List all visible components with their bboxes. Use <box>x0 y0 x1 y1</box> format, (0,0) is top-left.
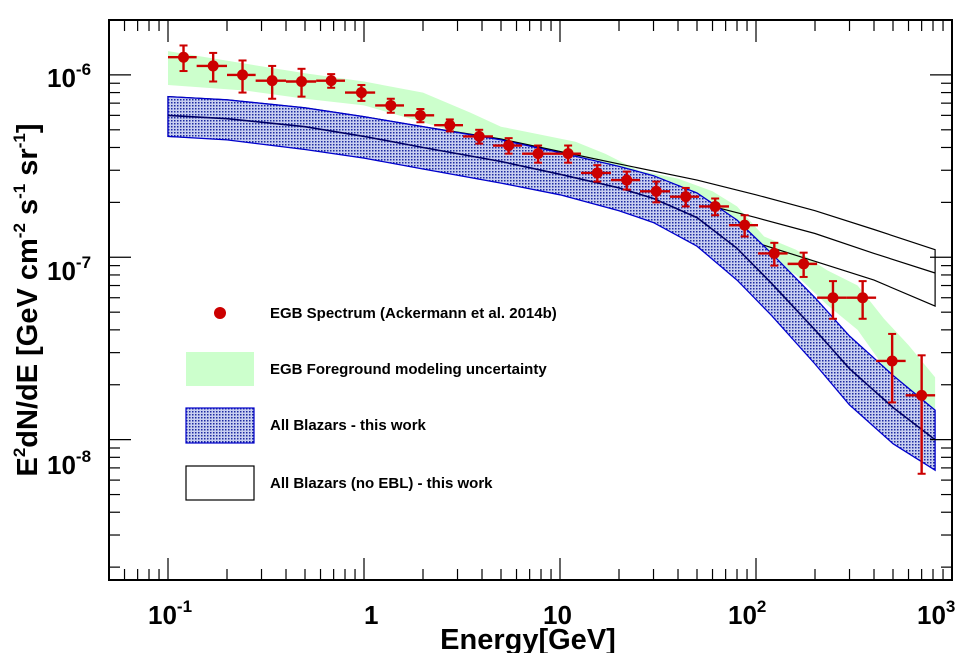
data-point-marker <box>857 292 869 304</box>
data-point-marker <box>621 174 633 186</box>
egb-data-point <box>286 67 317 98</box>
legend-entry-foreground-uncertainty: EGB Foreground modeling uncertainty <box>186 352 547 386</box>
legend-swatch-dotted-blue <box>185 407 255 444</box>
data-point-marker <box>680 191 692 203</box>
egb-data-point <box>255 64 287 100</box>
egb-data-point <box>581 164 611 183</box>
legend-label: EGB Foreground modeling uncertainty <box>270 361 547 378</box>
x-axis-tick-labels: 10-1 1 10 102 103 <box>148 597 955 630</box>
egb-data-point <box>463 128 493 145</box>
data-point-marker <box>414 109 426 121</box>
data-point-marker <box>798 258 810 270</box>
egb-data-point <box>728 214 759 238</box>
data-point-marker <box>178 51 190 63</box>
data-point-marker <box>886 355 898 367</box>
egb-data-point <box>316 73 346 89</box>
egb-data-point <box>669 186 700 208</box>
egb-data-point <box>434 118 464 133</box>
legend-swatch-outline <box>185 465 255 501</box>
plot-frame <box>108 19 953 581</box>
foreground-uncertainty-band <box>168 51 936 426</box>
y-axis-tick-labels: 10-6 10-7 10-8 <box>47 60 91 480</box>
x-tick-label: 10 <box>543 600 572 630</box>
egb-data-point <box>551 144 582 164</box>
data-point-marker <box>385 99 397 111</box>
data-point-marker <box>237 69 249 81</box>
y-tick-label: 10-6 <box>47 60 91 93</box>
egb-data-point <box>196 51 228 83</box>
blazar-band-center-line <box>167 114 936 441</box>
data-point-marker <box>650 185 662 197</box>
x-tick-label: 10-1 <box>148 597 192 630</box>
legend-label: EGB Spectrum (Ackermann et al. 2014b) <box>270 305 557 322</box>
egb-data-point <box>905 354 936 475</box>
egb-data-point <box>787 251 818 278</box>
data-point-marker <box>768 247 780 259</box>
egb-data-point <box>699 197 729 217</box>
egb-data-point <box>227 59 256 94</box>
data-point-marker <box>503 140 515 152</box>
y-tick-label: 10-8 <box>47 447 91 480</box>
egb-data-point <box>817 280 847 320</box>
legend-entry-all-blazars-no-ebl: All Blazars (no EBL) - this work <box>185 465 493 501</box>
data-point-marker <box>325 75 337 87</box>
data-point-marker <box>207 60 219 72</box>
blazar-band <box>167 95 936 472</box>
axis-ticks <box>108 19 953 580</box>
legend-label: All Blazars - this work <box>270 417 427 434</box>
bands-layer <box>167 51 936 472</box>
egb-data-point <box>375 97 405 114</box>
legend: EGB Spectrum (Ackermann et al. 2014b) EG… <box>185 305 557 501</box>
legend-entry-egb-spectrum: EGB Spectrum (Ackermann et al. 2014b) <box>214 305 557 322</box>
data-point-marker <box>355 87 367 99</box>
egb-data-point <box>168 44 197 73</box>
egb-data-point <box>846 280 877 320</box>
data-point-marker <box>444 119 456 131</box>
egb-data-point <box>758 241 788 267</box>
egb-data-point <box>640 180 670 204</box>
legend-label: All Blazars (no EBL) - this work <box>270 475 493 492</box>
data-point-marker <box>916 389 928 401</box>
data-point-marker <box>473 130 485 142</box>
legend-entry-all-blazars: All Blazars - this work <box>185 407 427 444</box>
egb-data-point <box>345 84 376 102</box>
data-point-marker <box>739 219 751 231</box>
legend-marker-circle <box>214 307 226 319</box>
data-point-marker <box>709 200 721 212</box>
data-point-marker <box>266 75 278 87</box>
egb-data-point <box>522 144 552 164</box>
egb-data-point <box>492 137 523 155</box>
data-point-marker <box>532 148 544 160</box>
egb-data-point <box>876 332 906 404</box>
data-point-marker <box>827 292 839 304</box>
y-axis-title: E2dN/dE [GeV cm-2 s-1 sr-1] <box>10 123 44 476</box>
egb-data-point <box>404 108 435 124</box>
egb-data-point <box>610 170 641 191</box>
x-tick-label: 1 <box>364 600 378 630</box>
x-axis-title: Energy[GeV] <box>440 624 616 653</box>
data-point-marker <box>591 167 603 179</box>
y-tick-label: 10-7 <box>47 253 91 286</box>
legend-swatch-green <box>186 352 254 386</box>
x-tick-label: 103 <box>917 597 955 630</box>
x-tick-label: 102 <box>728 597 766 630</box>
data-point-marker <box>296 76 308 88</box>
data-point-marker <box>562 148 574 160</box>
data-points-layer <box>168 44 936 475</box>
